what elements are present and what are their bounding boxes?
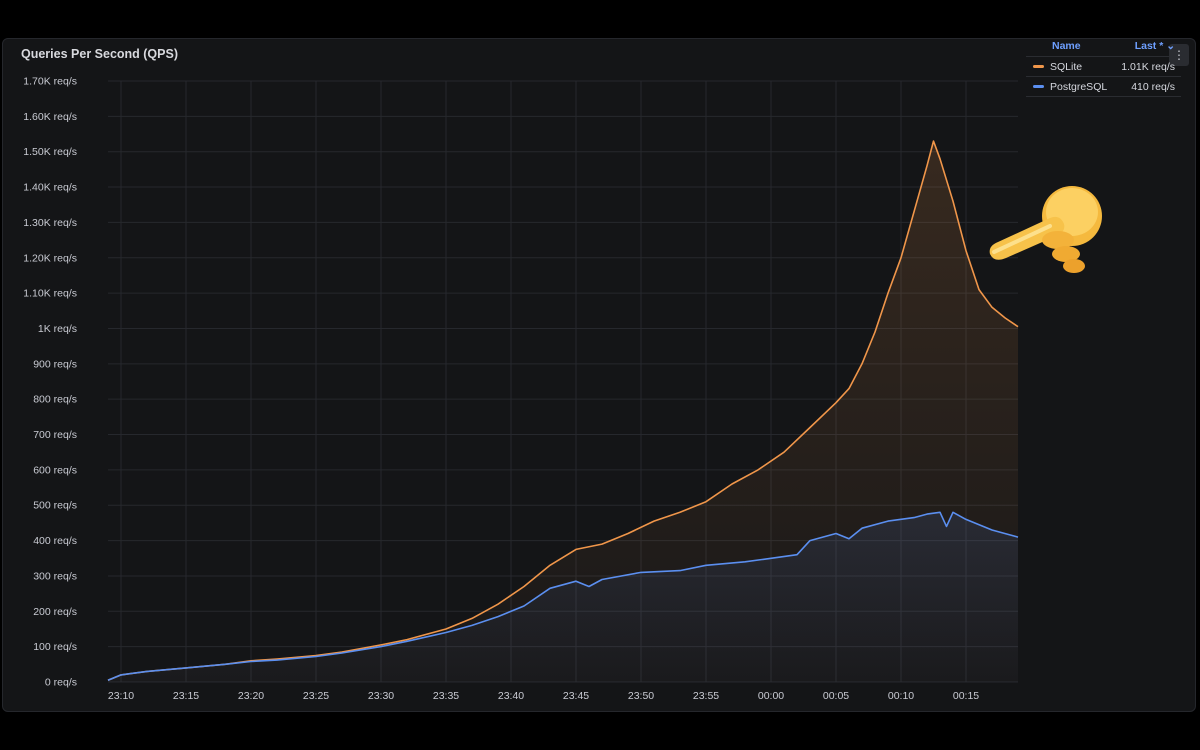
series-line-sqlite[interactable]: [107, 140, 1019, 681]
y-tick-label: 1.60K req/s: [23, 111, 77, 123]
y-tick-label: 200 req/s: [33, 606, 77, 618]
y-tick-label: 1.20K req/s: [23, 252, 77, 264]
x-tick-label: 00:15: [953, 690, 979, 702]
y-tick-label: 1.70K req/s: [23, 76, 77, 88]
x-tick-label: 23:10: [108, 690, 134, 702]
y-tick-label: 400 req/s: [33, 535, 77, 547]
x-tick-label: 23:50: [628, 690, 654, 702]
legend-name: SQLite: [1050, 60, 1083, 73]
legend-row-postgresql[interactable]: PostgreSQL 410 req/s: [1026, 77, 1181, 97]
x-tick-label: 00:05: [823, 690, 849, 702]
y-tick-label: 1.40K req/s: [23, 182, 77, 194]
y-tick-label: 300 req/s: [33, 570, 77, 582]
x-tick-label: 23:20: [238, 690, 264, 702]
y-tick-label: 600 req/s: [33, 464, 77, 476]
panel-title: Queries Per Second (QPS): [21, 47, 178, 61]
y-tick-label: 700 req/s: [33, 429, 77, 441]
legend: Name Last * ⌄ SQLite 1.01K req/s Postgre…: [1026, 36, 1181, 97]
legend-last-value: 410 req/s: [1131, 80, 1175, 93]
x-tick-label: 00:00: [758, 690, 784, 702]
y-tick-label: 1.30K req/s: [23, 217, 77, 229]
y-tick-label: 1.10K req/s: [23, 288, 77, 300]
legend-header-name[interactable]: Name: [1052, 40, 1081, 52]
x-tick-label: 23:35: [433, 690, 459, 702]
legend-name: PostgreSQL: [1050, 80, 1108, 93]
x-tick-label: 23:55: [693, 690, 719, 702]
legend-header: Name Last * ⌄: [1026, 36, 1181, 57]
pointing-hand-emoji-icon: [989, 186, 1102, 273]
legend-row-sqlite[interactable]: SQLite 1.01K req/s: [1026, 57, 1181, 77]
x-tick-label: 23:40: [498, 690, 524, 702]
y-tick-label: 1K req/s: [38, 323, 77, 335]
series-area-postgresql: [108, 512, 1018, 682]
x-tick-label: 23:15: [173, 690, 199, 702]
series-area-sqlite: [108, 141, 1018, 683]
y-tick-label: 0 req/s: [45, 677, 77, 689]
y-tick-label: 500 req/s: [33, 500, 77, 512]
y-tick-label: 900 req/s: [33, 358, 77, 370]
x-tick-label: 23:30: [368, 690, 394, 702]
legend-header-last[interactable]: Last * ⌄: [1134, 40, 1175, 52]
y-tick-label: 1.50K req/s: [23, 146, 77, 158]
x-tick-label: 00:10: [888, 690, 914, 702]
series-line-postgresql[interactable]: [107, 511, 1019, 681]
legend-swatch: [1033, 85, 1044, 88]
y-tick-label: 800 req/s: [33, 394, 77, 406]
legend-swatch: [1033, 65, 1044, 68]
x-tick-label: 23:25: [303, 690, 329, 702]
legend-last-value: 1.01K req/s: [1121, 60, 1175, 73]
x-tick-label: 23:45: [563, 690, 589, 702]
chevron-down-icon: ⌄: [1163, 40, 1175, 52]
vertical-ellipsis-icon[interactable]: ⋮: [1169, 44, 1189, 66]
y-tick-label: 100 req/s: [33, 641, 77, 653]
